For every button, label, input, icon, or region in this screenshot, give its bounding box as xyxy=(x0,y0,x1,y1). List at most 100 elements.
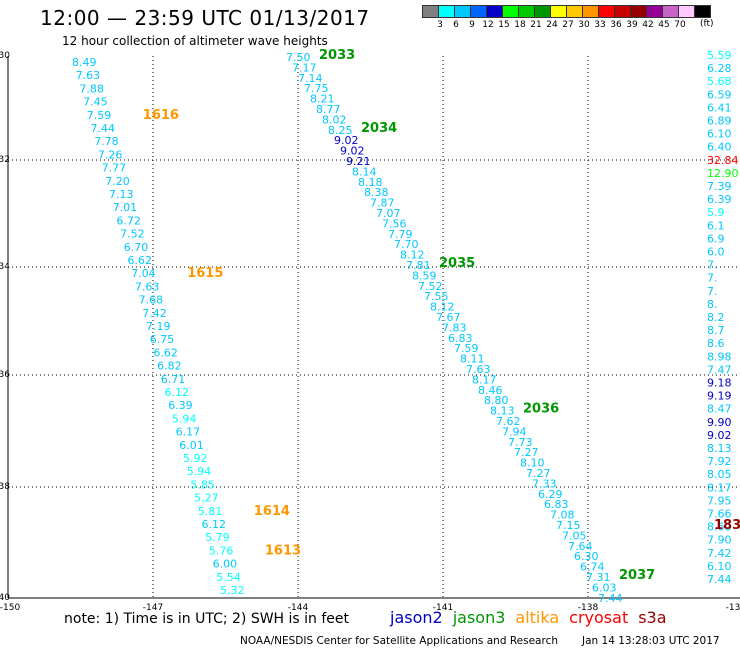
swh-reading: 6.1 xyxy=(707,219,725,232)
swh-reading: 8.77 xyxy=(316,103,341,116)
swh-reading: 9.90 xyxy=(707,416,732,429)
swh-reading: 7.56 xyxy=(382,217,407,230)
swh-reading: 8.12 xyxy=(400,249,425,262)
swh-reading: 6.71 xyxy=(161,373,186,386)
swh-reading: 7.94 xyxy=(502,425,527,438)
swh-reading: 7.08 xyxy=(550,509,575,522)
satellite-jason2: jason2 xyxy=(390,608,443,627)
legend-label: 42 xyxy=(642,20,654,30)
pass-time-label: 1615 xyxy=(187,266,223,281)
lat-label: -40 xyxy=(0,593,10,603)
swh-reading: 8.18 xyxy=(358,176,383,189)
lat-label: -30 xyxy=(0,51,10,61)
swh-reading: 8.11 xyxy=(460,353,485,366)
swh-reading: 5.32 xyxy=(220,584,245,597)
swh-reading: 5.9 xyxy=(707,206,725,219)
legend-label: 70 xyxy=(674,20,686,30)
lat-label: -32 xyxy=(0,155,10,165)
swh-reading: 6.62 xyxy=(128,254,153,267)
legend-label: 21 xyxy=(530,20,542,30)
swh-reading: 6.62 xyxy=(153,346,178,359)
lon-label: -13 xyxy=(726,603,740,613)
swh-reading: 6.0 xyxy=(707,246,725,259)
swh-reading: 8.60 xyxy=(707,521,732,534)
swh-reading: 6.9 xyxy=(707,232,725,245)
swh-reading: 7.63 xyxy=(466,363,491,376)
pass-time-label: 2033 xyxy=(319,48,355,63)
swh-reading: 7.81 xyxy=(406,259,431,272)
swh-reading: 7. xyxy=(707,259,718,272)
swh-reading: 7.95 xyxy=(707,494,732,507)
swh-reading: 7.62 xyxy=(496,415,521,428)
swh-reading: 7.63 xyxy=(76,69,101,82)
swh-reading: 8.46 xyxy=(478,384,503,397)
swh-reading: 5.59 xyxy=(707,49,732,62)
swh-reading: 7.52 xyxy=(120,228,145,241)
swh-reading: 7.83 xyxy=(442,321,467,334)
swh-reading: 7.59 xyxy=(454,342,479,355)
pass-time-label: 1613 xyxy=(265,543,301,558)
swh-reading: 7.70 xyxy=(394,238,419,251)
legend-label: 30 xyxy=(578,20,590,30)
swh-reading: 6.12 xyxy=(202,518,227,531)
swh-reading: 8.6 xyxy=(707,337,725,350)
map-title: 12:00 — 23:59 UTC 01/13/2017 xyxy=(40,6,370,30)
swh-reading: 8. xyxy=(707,298,718,311)
satellite-jason3: jason3 xyxy=(452,608,506,627)
legend-label: 36 xyxy=(610,20,622,30)
swh-reading: 8.7 xyxy=(707,324,725,337)
map-subtitle: 12 hour collection of altimeter wave hei… xyxy=(62,34,328,48)
swh-reading: 7.50 xyxy=(286,51,311,64)
swh-reading: 7.14 xyxy=(298,72,323,85)
swh-reading: 8.14 xyxy=(352,165,377,178)
swh-reading: 6.17 xyxy=(176,426,201,439)
swh-reading: 7.13 xyxy=(109,188,134,201)
legend-label: 39 xyxy=(626,20,638,30)
lon-label: -144 xyxy=(288,603,309,613)
swh-reading: 5.92 xyxy=(183,452,208,465)
swh-reading: 7.79 xyxy=(388,228,413,241)
swh-reading: 5.85 xyxy=(190,478,215,491)
swh-reading: 9.18 xyxy=(707,377,732,390)
swh-reading: 6.59 xyxy=(707,88,732,101)
lon-label: -147 xyxy=(143,603,163,613)
swh-reading: 7.64 xyxy=(568,540,593,553)
swh-reading: 7.05 xyxy=(562,529,587,542)
swh-reading: 7.90 xyxy=(707,534,732,547)
swh-reading: 7.44 xyxy=(598,592,623,605)
swh-reading: 7.42 xyxy=(142,307,167,320)
timestamp: Jan 14 13:28:03 UTC 2017 xyxy=(582,635,720,647)
swh-reading: 9.02 xyxy=(340,145,365,158)
swh-reading: 7.52 xyxy=(418,280,443,293)
credit-text: NOAA/NESDIS Center for Satellite Applica… xyxy=(240,635,558,647)
legend-label: 45 xyxy=(658,20,670,30)
legend-label: 18 xyxy=(514,20,526,30)
swh-reading: 6.28 xyxy=(707,62,732,75)
pass-time-label: 2036 xyxy=(523,402,559,417)
satellite-altika: altika xyxy=(515,608,560,627)
swh-reading: 7.19 xyxy=(146,320,171,333)
swh-reading: 7.75 xyxy=(304,82,329,95)
swh-reading: 5.54 xyxy=(216,571,241,584)
swh-reading: 9.21 xyxy=(346,155,371,168)
swh-reading: 6.72 xyxy=(116,214,140,227)
swh-reading: 5.79 xyxy=(205,531,230,544)
swh-reading: 6.40 xyxy=(707,141,732,154)
swh-reading: 8.17 xyxy=(707,481,732,494)
swh-reading: 6.83 xyxy=(544,498,569,511)
swh-reading: 8.21 xyxy=(310,93,335,106)
swh-reading: 5.68 xyxy=(707,75,732,88)
legend-labels: 3 6 9 12 15 18 21 24 27 30 33 36 39 42 45 70 xyxy=(422,20,710,34)
legend-label: 15 xyxy=(498,20,510,30)
swh-reading: 7.47 xyxy=(707,363,732,376)
swh-reading: 32.84 xyxy=(707,154,739,167)
legend-label: 27 xyxy=(562,20,574,30)
swh-reading: 6.39 xyxy=(707,193,732,206)
lat-label: -38 xyxy=(0,482,10,492)
swh-reading: 7.39 xyxy=(707,180,732,193)
swh-reading: 8.47 xyxy=(707,403,732,416)
swh-reading: 7.68 xyxy=(139,294,164,307)
legend-label: 12 xyxy=(482,20,494,30)
swh-reading: 7.44 xyxy=(91,122,116,135)
swh-reading: 6.00 xyxy=(213,558,238,571)
